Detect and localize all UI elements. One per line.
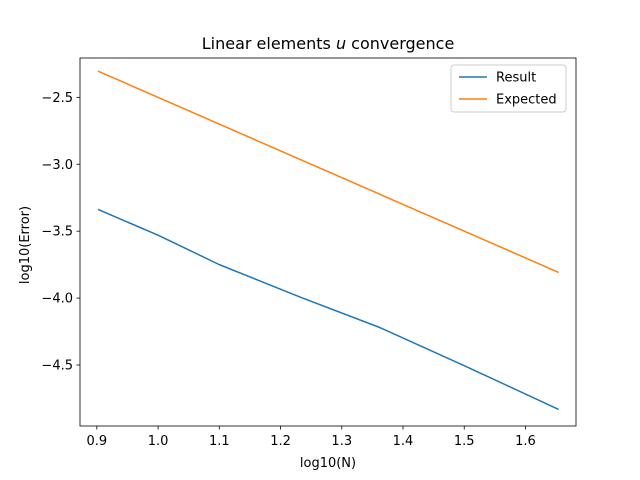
y-tick-label: −4.0 [41,292,73,307]
y-tick-label: −2.5 [41,91,73,106]
y-tick-label: −3.0 [41,158,73,173]
plot-area: 0.9 1.0 1.1 1.2 1.3 1.4 1.5 1.6 −2.5 −3.0 −3.5 −4.0… [41,57,577,449]
legend-label-expected: Expected [496,93,557,108]
legend: Result Expected [450,64,567,113]
x-tick-label: 1.3 [331,434,352,449]
y-axis-label: log10(Error) [18,206,33,284]
series-line-result [97,208,559,411]
x-tick-label: 1.2 [270,434,291,449]
y-tick-label: −3.5 [41,225,73,240]
legend-label-result: Result [496,71,536,86]
x-tick-label: 1.5 [454,434,475,449]
x-tick-label: 1.4 [393,434,414,449]
x-tick-label: 1.6 [515,434,536,449]
x-axis-label: log10(N) [300,456,356,471]
axes-frame [79,57,577,427]
chart-title: Linear elements u convergence [202,34,455,53]
x-tick-label: 1.1 [209,434,230,449]
series-line-expected [97,70,559,274]
x-tick-label: 1.0 [148,434,169,449]
x-tick-label: 0.9 [86,434,107,449]
y-tick-label: −4.5 [41,358,73,373]
